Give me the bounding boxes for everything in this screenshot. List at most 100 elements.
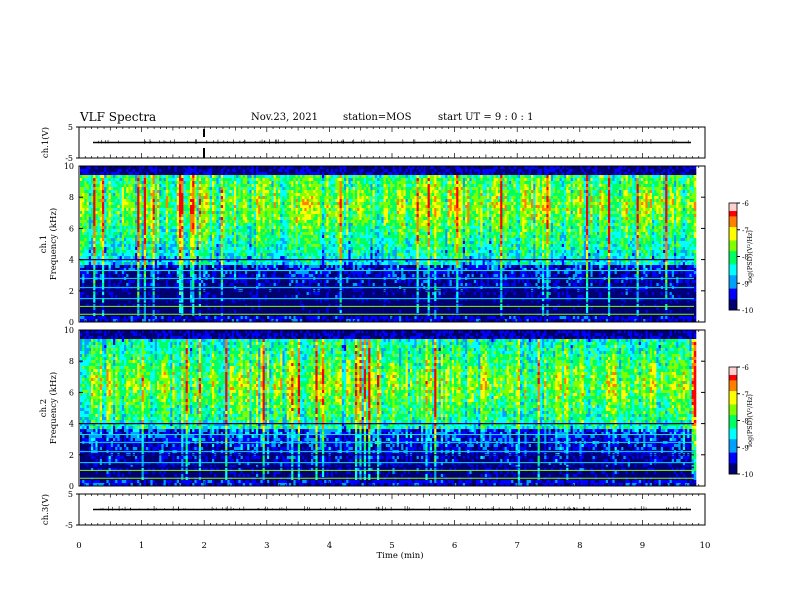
spectrogram-cell — [133, 178, 136, 181]
spectrogram-cell — [87, 256, 90, 259]
spectrogram-cell — [212, 271, 215, 274]
spectrogram-cell — [263, 220, 266, 223]
spectrogram-cell — [172, 223, 175, 226]
spectrogram-cell — [175, 175, 178, 178]
spectrogram-cell — [265, 295, 268, 298]
spectrogram-cell — [205, 283, 208, 286]
spectrogram-cell — [190, 283, 193, 286]
spectrogram-cell — [131, 307, 134, 310]
spectrogram-cell — [155, 235, 158, 238]
spectrogram-cell — [144, 235, 147, 238]
spectrogram-cell — [271, 232, 274, 235]
spectrogram-cell — [192, 223, 195, 226]
spectrogram-cell — [80, 178, 83, 181]
spectrogram-cell — [254, 253, 256, 256]
spectrogram-cell — [223, 250, 226, 253]
spectrogram-cell — [201, 187, 204, 190]
spectrogram-cell — [258, 181, 261, 184]
spectrogram-cell — [175, 250, 178, 253]
spectrogram-cell — [175, 244, 178, 247]
spectrogram-cell — [265, 184, 268, 187]
spectrogram-cell — [128, 235, 131, 238]
spectrogram-cell — [115, 271, 118, 274]
spectrogram-cell — [188, 208, 191, 211]
spectrogram-cell — [168, 244, 171, 247]
spectrogram-cell — [95, 190, 98, 193]
spectrogram-cell — [267, 241, 270, 244]
spectrogram-cell — [267, 196, 270, 199]
spectrogram-cell — [197, 262, 200, 265]
spectrogram-cell — [238, 226, 241, 229]
spectrogram-cell — [106, 169, 109, 172]
spectrogram-cell — [84, 196, 87, 199]
spectrogram-cell — [137, 280, 140, 283]
spectrogram-cell — [131, 217, 134, 220]
spectrogram-cell — [245, 283, 248, 286]
spectrogram-cell — [267, 211, 270, 214]
spectrogram-cell — [256, 241, 259, 244]
spectrogram-cell — [102, 193, 105, 196]
spectrogram-cell — [84, 211, 87, 214]
spectrogram-cell — [280, 169, 283, 172]
spectrogram-cell — [232, 226, 235, 229]
spectrogram-cell — [247, 244, 250, 247]
spectrogram-cell — [120, 238, 123, 241]
spectrogram-cell — [144, 202, 147, 205]
spectrogram-cell — [227, 202, 230, 205]
spectrogram-cell — [199, 265, 202, 268]
spectrogram-cell — [183, 220, 186, 223]
spectrogram-cell — [212, 316, 215, 319]
spectrogram-cell — [102, 238, 105, 241]
spectrogram-cell — [188, 295, 191, 298]
spectrogram-cell — [225, 223, 228, 226]
spectrogram-cell — [168, 307, 171, 310]
spectrogram-cell — [109, 307, 112, 310]
spectrogram-cell — [254, 196, 256, 199]
spectrogram-cell — [263, 184, 266, 187]
spectrogram-cell — [175, 295, 178, 298]
spectrogram-cell — [142, 190, 145, 193]
spectrogram-cell — [225, 232, 228, 235]
spectrogram-cell — [252, 307, 255, 310]
spectrogram-cell — [142, 265, 145, 268]
spectrogram-cell — [197, 196, 200, 199]
spectrogram-cell — [243, 178, 246, 181]
spectrogram-cell — [274, 196, 277, 199]
spectrogram-cell — [210, 235, 213, 238]
spectrogram-cell — [113, 223, 116, 226]
spectrogram-cell — [148, 247, 151, 250]
spectrogram-cell — [212, 193, 215, 196]
spectrogram-cell — [278, 232, 281, 235]
spectrogram-cell — [111, 274, 114, 277]
spectrogram-cell — [274, 193, 277, 196]
spectrogram-cell — [135, 238, 138, 241]
spectrogram-cell — [150, 223, 153, 226]
spectrogram-cell — [252, 262, 255, 265]
spectrogram-cell — [186, 256, 189, 259]
spectrogram-cell — [128, 205, 131, 208]
spectrogram-cell — [133, 316, 136, 319]
spectrogram-cell — [139, 187, 142, 190]
spectrogram-cell — [164, 229, 167, 232]
spectrogram-cell — [219, 223, 222, 226]
spectrogram-cell — [159, 262, 162, 265]
spectrogram-cell — [227, 226, 230, 229]
spectrogram-cell — [155, 280, 158, 283]
spectrogram-cell — [225, 247, 228, 250]
spectrogram-cell — [201, 241, 204, 244]
spectrogram-cell — [192, 187, 195, 190]
spectrogram-cell — [153, 217, 156, 220]
spectrogram-cell — [139, 307, 142, 310]
spectrogram-cell — [274, 178, 277, 181]
spectrogram-cell — [80, 193, 83, 196]
spectrogram-cell — [241, 271, 244, 274]
spectrogram-cell — [265, 172, 268, 175]
spectrogram-cell — [137, 307, 140, 310]
spectrogram-cell — [263, 178, 266, 181]
spectrogram-cell — [236, 208, 239, 211]
spectrogram-cell — [82, 283, 85, 286]
spectrogram-cell — [122, 199, 125, 202]
spectrogram-cell — [126, 274, 129, 277]
spectrogram-cell — [104, 250, 107, 253]
spectrogram-cell — [137, 181, 140, 184]
